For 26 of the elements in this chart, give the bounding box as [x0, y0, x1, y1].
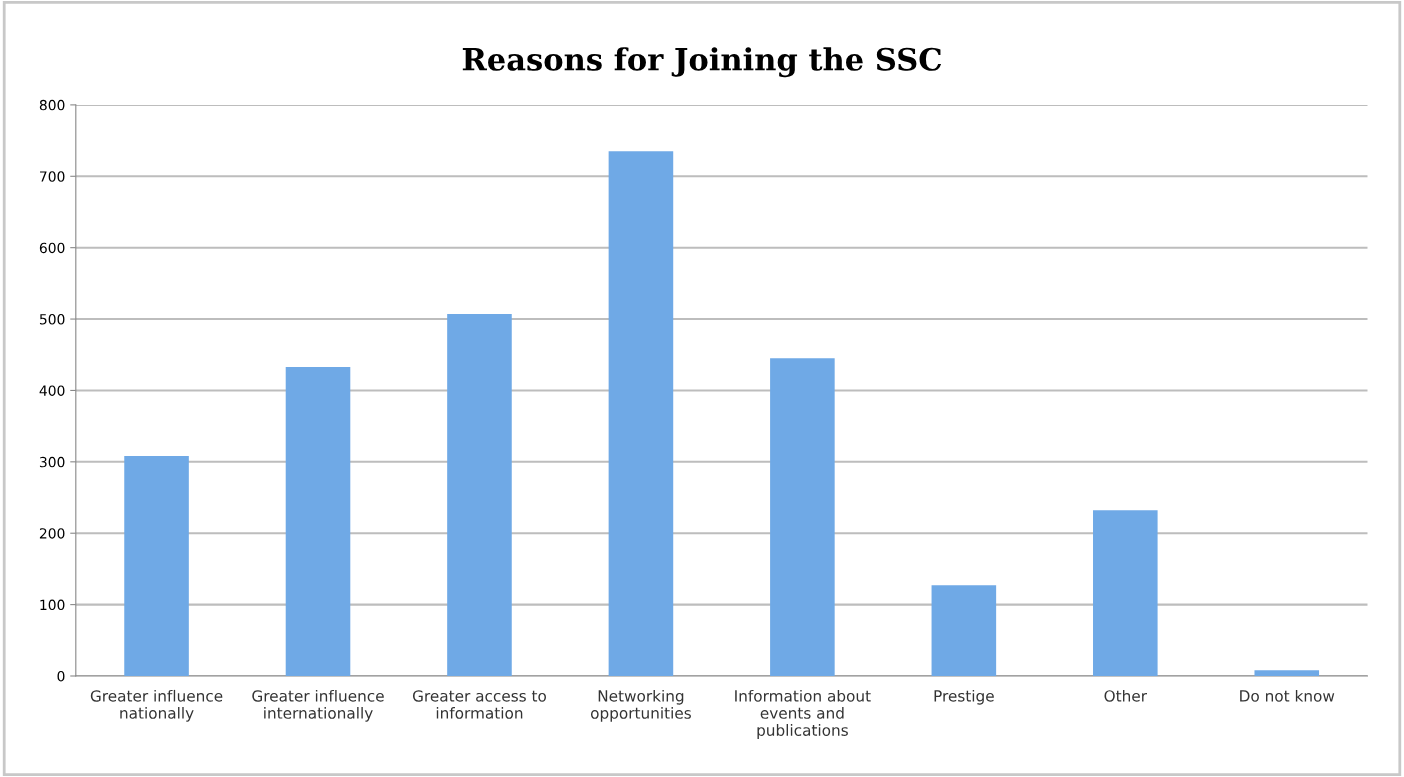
- bar: [770, 358, 835, 676]
- bar: [447, 314, 512, 676]
- bar: [1254, 670, 1320, 676]
- bar: [608, 151, 674, 676]
- x-tick-label: Networking opportunities: [590, 689, 691, 722]
- y-tick-label: 600: [39, 242, 65, 254]
- y-tick-label: 400: [39, 385, 65, 396]
- bar: [931, 585, 997, 676]
- y-tick-label: 500: [39, 314, 65, 325]
- bar: [1093, 510, 1158, 676]
- x-tick-label: Greater influence nationally: [90, 689, 223, 722]
- y-tick-label: 800: [39, 99, 65, 111]
- bar: [285, 366, 351, 676]
- bar: [124, 456, 189, 676]
- y-tick-label: 100: [40, 599, 65, 611]
- y-tick-label: 200: [39, 528, 65, 539]
- chart-title: Reasons for Joining the SSC: [462, 47, 942, 78]
- x-tick-label: Do not know: [1240, 689, 1335, 702]
- x-tick-label: Greater influence internationally: [252, 689, 384, 722]
- x-tick-label: Prestige: [934, 689, 994, 705]
- x-tick-label: Other: [1104, 689, 1147, 702]
- y-tick-label: 0: [57, 670, 65, 682]
- y-tick-label: 700: [40, 171, 65, 182]
- x-tick-label: Greater access to information: [412, 690, 546, 719]
- x-tick-label: Information about events and publications: [735, 689, 871, 739]
- y-tick-label: 300: [39, 456, 65, 468]
